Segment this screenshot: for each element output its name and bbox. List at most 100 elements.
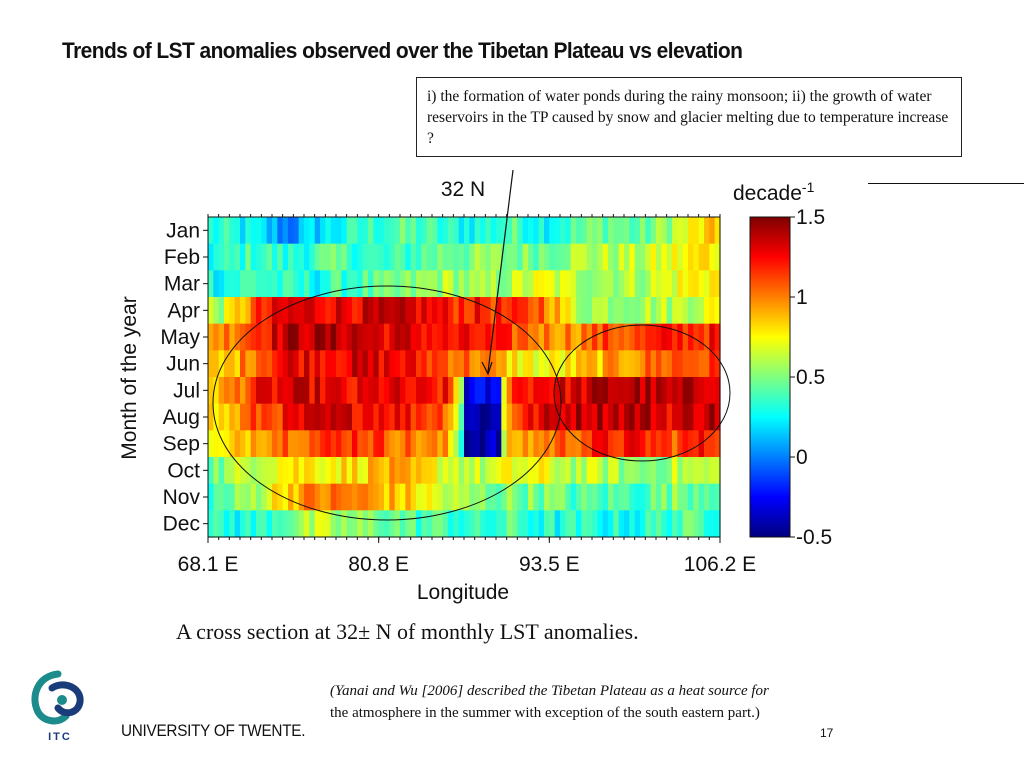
- heat-cell-oct-4: [229, 457, 236, 485]
- heat-cell-feb-9: [256, 243, 262, 271]
- heat-cell-oct-70: [581, 457, 588, 485]
- heat-cell-jun-1: [213, 350, 220, 378]
- heat-cell-aug-74: [602, 403, 609, 431]
- heat-cell-feb-86: [666, 243, 673, 271]
- heat-cell-may-71: [586, 323, 593, 351]
- heat-cell-mar-71: [586, 270, 593, 298]
- heat-cell-nov-48: [464, 483, 470, 511]
- heat-cell-nov-54: [496, 483, 502, 511]
- heat-cell-apr-11: [266, 297, 273, 325]
- heat-cell-may-48: [464, 323, 470, 351]
- heat-cell-jan-0: [208, 217, 214, 245]
- heat-cell-dec-66: [560, 510, 566, 538]
- y-tick-label-aug: Aug: [163, 406, 200, 429]
- heat-cell-mar-0: [208, 270, 214, 298]
- heat-cell-may-62: [538, 323, 545, 351]
- heat-cell-sep-7: [245, 430, 252, 458]
- heat-cell-jan-31: [373, 217, 380, 245]
- heat-cell-jan-52: [485, 217, 492, 245]
- heat-cell-apr-24: [336, 297, 342, 325]
- heat-cell-sep-15: [288, 430, 294, 458]
- heat-cell-nov-53: [490, 483, 497, 511]
- heat-cell-jul-76: [613, 377, 620, 405]
- heat-cell-nov-15: [288, 483, 294, 511]
- colorbar-tick-label: 0.5: [796, 366, 825, 389]
- heat-cell-oct-23: [330, 457, 337, 485]
- heat-cell-apr-91: [693, 297, 700, 325]
- heat-cell-jun-44: [442, 350, 449, 378]
- heat-cell-aug-11: [266, 403, 273, 431]
- heat-cell-sep-26: [346, 430, 353, 458]
- heat-cell-dec-93: [704, 510, 710, 538]
- heat-cell-dec-63: [544, 510, 550, 538]
- heat-cell-nov-70: [581, 483, 588, 511]
- heat-cell-nov-58: [517, 483, 524, 511]
- heat-cell-jul-68: [570, 377, 577, 405]
- heat-cell-sep-95: [714, 430, 721, 458]
- heat-cell-dec-21: [320, 510, 326, 538]
- heat-cell-apr-57: [512, 297, 518, 325]
- heat-cell-jul-46: [453, 377, 460, 405]
- heat-cell-jan-40: [421, 217, 428, 245]
- heat-cell-jul-71: [586, 377, 593, 405]
- heat-cell-sep-13: [277, 430, 284, 458]
- x-tick-label: 106.2 E: [684, 553, 756, 576]
- heat-cell-dec-23: [330, 510, 337, 538]
- heat-cell-jul-49: [469, 377, 476, 405]
- heat-cell-aug-65: [554, 403, 561, 431]
- heat-cell-aug-2: [218, 403, 225, 431]
- heat-cell-nov-32: [378, 483, 385, 511]
- heat-cell-dec-16: [293, 510, 300, 538]
- heat-cell-mar-67: [565, 270, 572, 298]
- heat-cell-may-82: [645, 323, 652, 351]
- heat-cell-apr-27: [352, 297, 358, 325]
- heat-cell-jul-50: [474, 377, 481, 405]
- heat-cell-feb-10: [261, 243, 268, 271]
- heat-cell-jan-45: [448, 217, 454, 245]
- heat-cell-apr-88: [677, 297, 684, 325]
- heat-cell-aug-71: [586, 403, 593, 431]
- heat-cell-mar-38: [410, 270, 417, 298]
- heat-cell-jan-29: [362, 217, 369, 245]
- heat-cell-jul-55: [501, 377, 508, 405]
- heat-cell-jul-69: [576, 377, 582, 405]
- heat-cell-jan-86: [666, 217, 673, 245]
- heat-cell-jul-65: [554, 377, 561, 405]
- heat-cell-mar-47: [458, 270, 465, 298]
- heat-cell-sep-77: [618, 430, 625, 458]
- heat-cell-oct-66: [560, 457, 566, 485]
- heat-cell-nov-75: [608, 483, 614, 511]
- heat-cell-mar-70: [581, 270, 588, 298]
- heat-cell-aug-67: [565, 403, 572, 431]
- heat-cell-sep-45: [448, 430, 454, 458]
- heat-cell-dec-18: [304, 510, 310, 538]
- heat-cell-may-0: [208, 323, 214, 351]
- heat-cell-dec-39: [416, 510, 422, 538]
- heat-cell-mar-74: [602, 270, 609, 298]
- heat-cell-mar-88: [677, 270, 684, 298]
- heat-cell-mar-45: [448, 270, 454, 298]
- heat-cell-oct-26: [346, 457, 353, 485]
- heat-cell-may-32: [378, 323, 385, 351]
- heat-cell-may-56: [506, 323, 513, 351]
- heat-cell-feb-68: [570, 243, 577, 271]
- heat-cell-sep-35: [394, 430, 401, 458]
- heat-cell-sep-28: [357, 430, 364, 458]
- heat-cell-jul-41: [426, 377, 433, 405]
- heat-cell-dec-53: [490, 510, 497, 538]
- heat-cell-apr-81: [640, 297, 646, 325]
- heat-cell-jul-54: [496, 377, 502, 405]
- heat-cell-jan-50: [474, 217, 481, 245]
- heat-cell-may-9: [256, 323, 262, 351]
- heat-cell-jun-35: [394, 350, 401, 378]
- heat-cell-dec-42: [432, 510, 438, 538]
- heat-cell-aug-26: [346, 403, 353, 431]
- heat-cell-may-51: [480, 323, 486, 351]
- heat-cell-jun-28: [357, 350, 364, 378]
- heat-cell-nov-3: [224, 483, 230, 511]
- heat-cell-apr-74: [602, 297, 609, 325]
- colorbar: [749, 216, 791, 538]
- heat-cell-jul-5: [234, 377, 241, 405]
- heat-cell-apr-62: [538, 297, 545, 325]
- heat-cell-jul-35: [394, 377, 401, 405]
